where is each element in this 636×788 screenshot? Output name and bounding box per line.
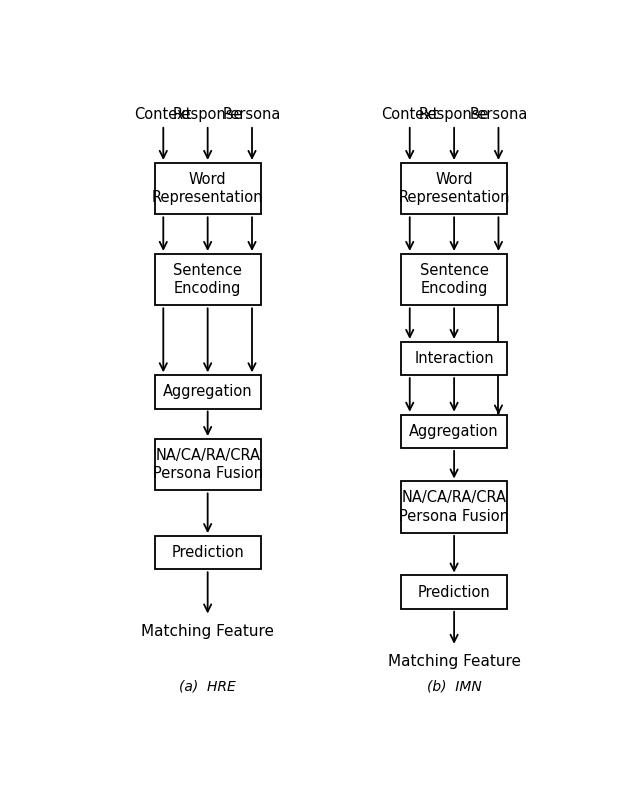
Text: (b)  IMN: (b) IMN bbox=[427, 679, 481, 693]
Text: Sentence
Encoding: Sentence Encoding bbox=[420, 263, 488, 296]
FancyBboxPatch shape bbox=[401, 575, 507, 609]
FancyBboxPatch shape bbox=[155, 439, 261, 490]
Text: Matching Feature: Matching Feature bbox=[387, 654, 521, 669]
FancyBboxPatch shape bbox=[401, 163, 507, 214]
Text: Prediction: Prediction bbox=[418, 585, 490, 600]
Text: Sentence
Encoding: Sentence Encoding bbox=[173, 263, 242, 296]
Text: Context: Context bbox=[135, 107, 192, 122]
Text: Persona: Persona bbox=[469, 107, 528, 122]
Text: (a)  HRE: (a) HRE bbox=[179, 679, 236, 693]
Text: Prediction: Prediction bbox=[171, 545, 244, 560]
FancyBboxPatch shape bbox=[401, 414, 507, 448]
Text: NA/CA/RA/CRA
Persona Fusion: NA/CA/RA/CRA Persona Fusion bbox=[399, 490, 509, 524]
Text: NA/CA/RA/CRA
Persona Fusion: NA/CA/RA/CRA Persona Fusion bbox=[153, 448, 263, 481]
Text: Response: Response bbox=[172, 107, 243, 122]
Text: Word
Representation: Word Representation bbox=[152, 172, 263, 206]
Text: Aggregation: Aggregation bbox=[163, 385, 252, 400]
FancyBboxPatch shape bbox=[401, 342, 507, 375]
Text: Persona: Persona bbox=[223, 107, 281, 122]
FancyBboxPatch shape bbox=[155, 254, 261, 306]
Text: Aggregation: Aggregation bbox=[410, 424, 499, 439]
FancyBboxPatch shape bbox=[155, 536, 261, 570]
FancyBboxPatch shape bbox=[155, 375, 261, 408]
Text: Response: Response bbox=[419, 107, 489, 122]
FancyBboxPatch shape bbox=[155, 163, 261, 214]
Text: Word
Representation: Word Representation bbox=[398, 172, 510, 206]
Text: Interaction: Interaction bbox=[414, 351, 494, 366]
FancyBboxPatch shape bbox=[401, 254, 507, 306]
Text: Context: Context bbox=[381, 107, 438, 122]
Text: Matching Feature: Matching Feature bbox=[141, 624, 274, 639]
FancyBboxPatch shape bbox=[401, 481, 507, 533]
